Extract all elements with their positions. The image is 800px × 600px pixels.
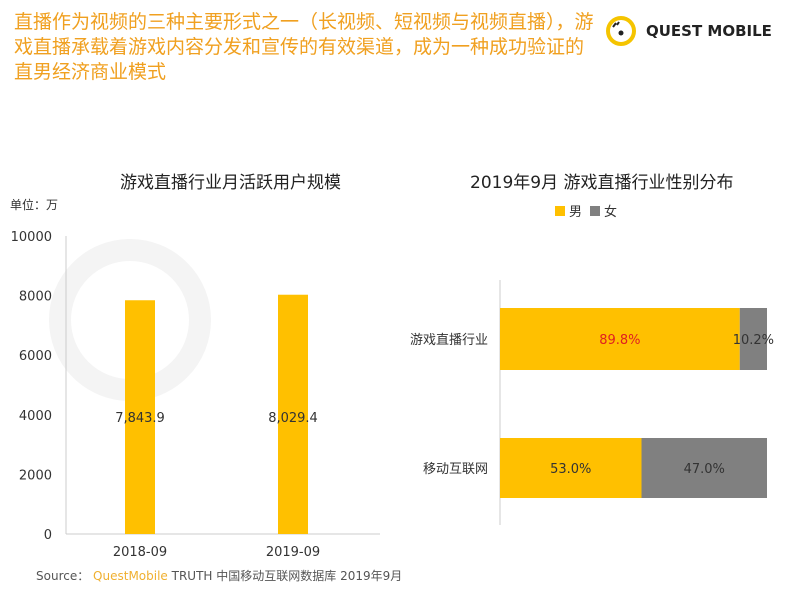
logo-text: QUEST MOBILE — [646, 22, 772, 40]
female-value-label: 47.0% — [684, 462, 725, 477]
female-value-label: 10.2% — [733, 333, 774, 348]
bar-2019-09 — [278, 294, 308, 534]
y-tick-label: 6000 — [19, 349, 52, 364]
y-tick-label: 2000 — [19, 468, 52, 483]
y-tick-label: 10000 — [11, 230, 52, 245]
legend-label-female: 女 — [604, 204, 617, 220]
headline: 直播作为视频的三种主要形式之一（长视频、短视频与视频直播），游戏直播承载着游戏内… — [14, 11, 594, 83]
logo-icon — [606, 16, 636, 46]
bar-male — [500, 308, 740, 370]
x-tick-label: 2019-09 — [266, 545, 320, 560]
legend-label-male: 男 — [569, 205, 582, 220]
y-tick-label: 8000 — [19, 290, 52, 305]
left-chart-title: 游戏直播行业月活跃用户规模 — [120, 173, 341, 193]
legend-swatch-male — [555, 206, 565, 216]
source-label: Source： — [36, 569, 90, 583]
category-label: 游戏直播行业 — [410, 333, 488, 348]
bar-female — [739, 308, 767, 370]
bar-2018-09 — [125, 300, 155, 534]
unit-label: 单位：万 — [10, 198, 59, 212]
bar-female — [641, 438, 767, 498]
source-line: Source： QuestMobile TRUTH 中国移动互联网数据库 201… — [36, 567, 402, 584]
male-value-label: 89.8% — [599, 333, 640, 348]
category-label: 移动互联网 — [423, 462, 488, 477]
bar-value-label: 8,029.4 — [268, 411, 318, 426]
y-tick-label: 0 — [44, 528, 52, 543]
male-value-label: 53.0% — [550, 462, 591, 477]
bar-male — [500, 438, 642, 498]
bar-value-label: 7,843.9 — [115, 411, 165, 426]
legend-swatch-female — [590, 206, 600, 216]
source-text: TRUTH 中国移动互联网数据库 2019年9月 — [171, 569, 403, 583]
y-tick-label: 4000 — [19, 409, 52, 424]
x-tick-label: 2018-09 — [113, 545, 167, 560]
right-chart-title: 2019年9月 游戏直播行业性别分布 — [470, 173, 734, 193]
quest-mobile-logo: QUEST MOBILE — [604, 14, 772, 48]
source-brand: QuestMobile — [93, 569, 168, 583]
